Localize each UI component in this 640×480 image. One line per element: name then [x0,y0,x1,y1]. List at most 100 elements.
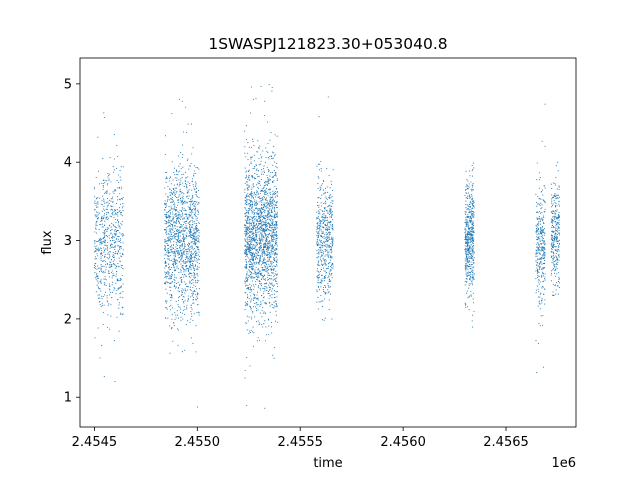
data-point [175,233,177,235]
data-point [195,211,197,213]
data-point [472,267,474,269]
data-point [259,192,261,195]
data-point [472,241,475,243]
data-point [329,232,331,234]
data-point [536,246,538,248]
data-point [107,212,110,214]
data-point [318,253,320,255]
data-point [174,221,176,223]
data-point [275,172,277,174]
data-point [324,270,326,272]
data-point [466,204,468,206]
data-point [539,293,541,295]
data-point [264,193,266,195]
data-point [471,258,473,260]
data-point [94,209,96,211]
data-point [260,247,263,249]
data-point [178,179,180,181]
data-point [326,186,328,188]
data-point [245,211,247,213]
data-point [270,234,272,236]
data-point [245,259,247,261]
data-point [267,276,269,278]
data-point [110,233,112,235]
data-point [197,254,199,256]
data-point [263,191,265,193]
data-point [331,240,333,242]
data-point [195,298,197,300]
data-point [193,242,195,244]
data-point [470,290,472,293]
data-point [251,177,253,179]
data-point [166,240,168,242]
data-point [194,185,197,187]
data-point [252,138,254,140]
data-point [248,169,250,171]
data-point [272,216,274,218]
data-point [246,273,248,275]
data-point [120,266,122,268]
data-point [192,208,194,211]
data-point [472,189,474,191]
data-point [247,226,249,228]
data-point [254,203,256,205]
data-point [273,293,275,295]
data-point [116,245,118,247]
data-point [320,279,322,281]
data-point [319,213,321,215]
data-point [263,207,265,209]
data-point [169,224,171,226]
data-point [320,202,322,204]
data-point [468,216,470,218]
data-point [189,185,191,187]
data-point [171,327,173,329]
data-point [246,356,248,358]
data-point [274,243,276,245]
data-point [471,195,473,197]
data-point [119,232,121,234]
data-point [246,280,248,282]
data-point [164,254,166,256]
data-point [542,314,544,316]
data-point [473,214,475,216]
data-point [119,279,121,282]
data-point [269,201,271,203]
data-point [114,218,117,221]
data-point [328,280,330,282]
data-point [245,253,247,255]
data-point [250,249,252,251]
data-point [247,249,249,251]
data-point [266,230,268,232]
data-point [264,182,266,184]
data-point [165,171,167,174]
data-point [191,292,193,295]
data-point [252,167,254,170]
data-point [259,208,261,210]
data-point [323,237,325,239]
data-point [171,193,174,196]
data-point [169,235,171,237]
data-point [254,249,257,251]
data-point [185,290,187,292]
data-point [180,268,182,270]
data-point [464,268,466,270]
data-point [260,241,262,243]
data-point [177,155,179,157]
data-point [113,190,115,192]
data-point [467,248,470,250]
data-point [253,214,255,216]
data-point [252,276,254,278]
data-point [122,268,124,270]
data-point [466,250,468,252]
data-point [543,228,546,230]
data-point [183,236,185,238]
data-point [196,247,198,249]
data-point [165,232,167,234]
data-point [274,220,276,223]
data-point [249,206,251,208]
data-point [245,138,248,141]
data-point [164,249,166,251]
data-point [104,275,106,277]
data-point [107,253,109,255]
data-point [247,286,249,288]
